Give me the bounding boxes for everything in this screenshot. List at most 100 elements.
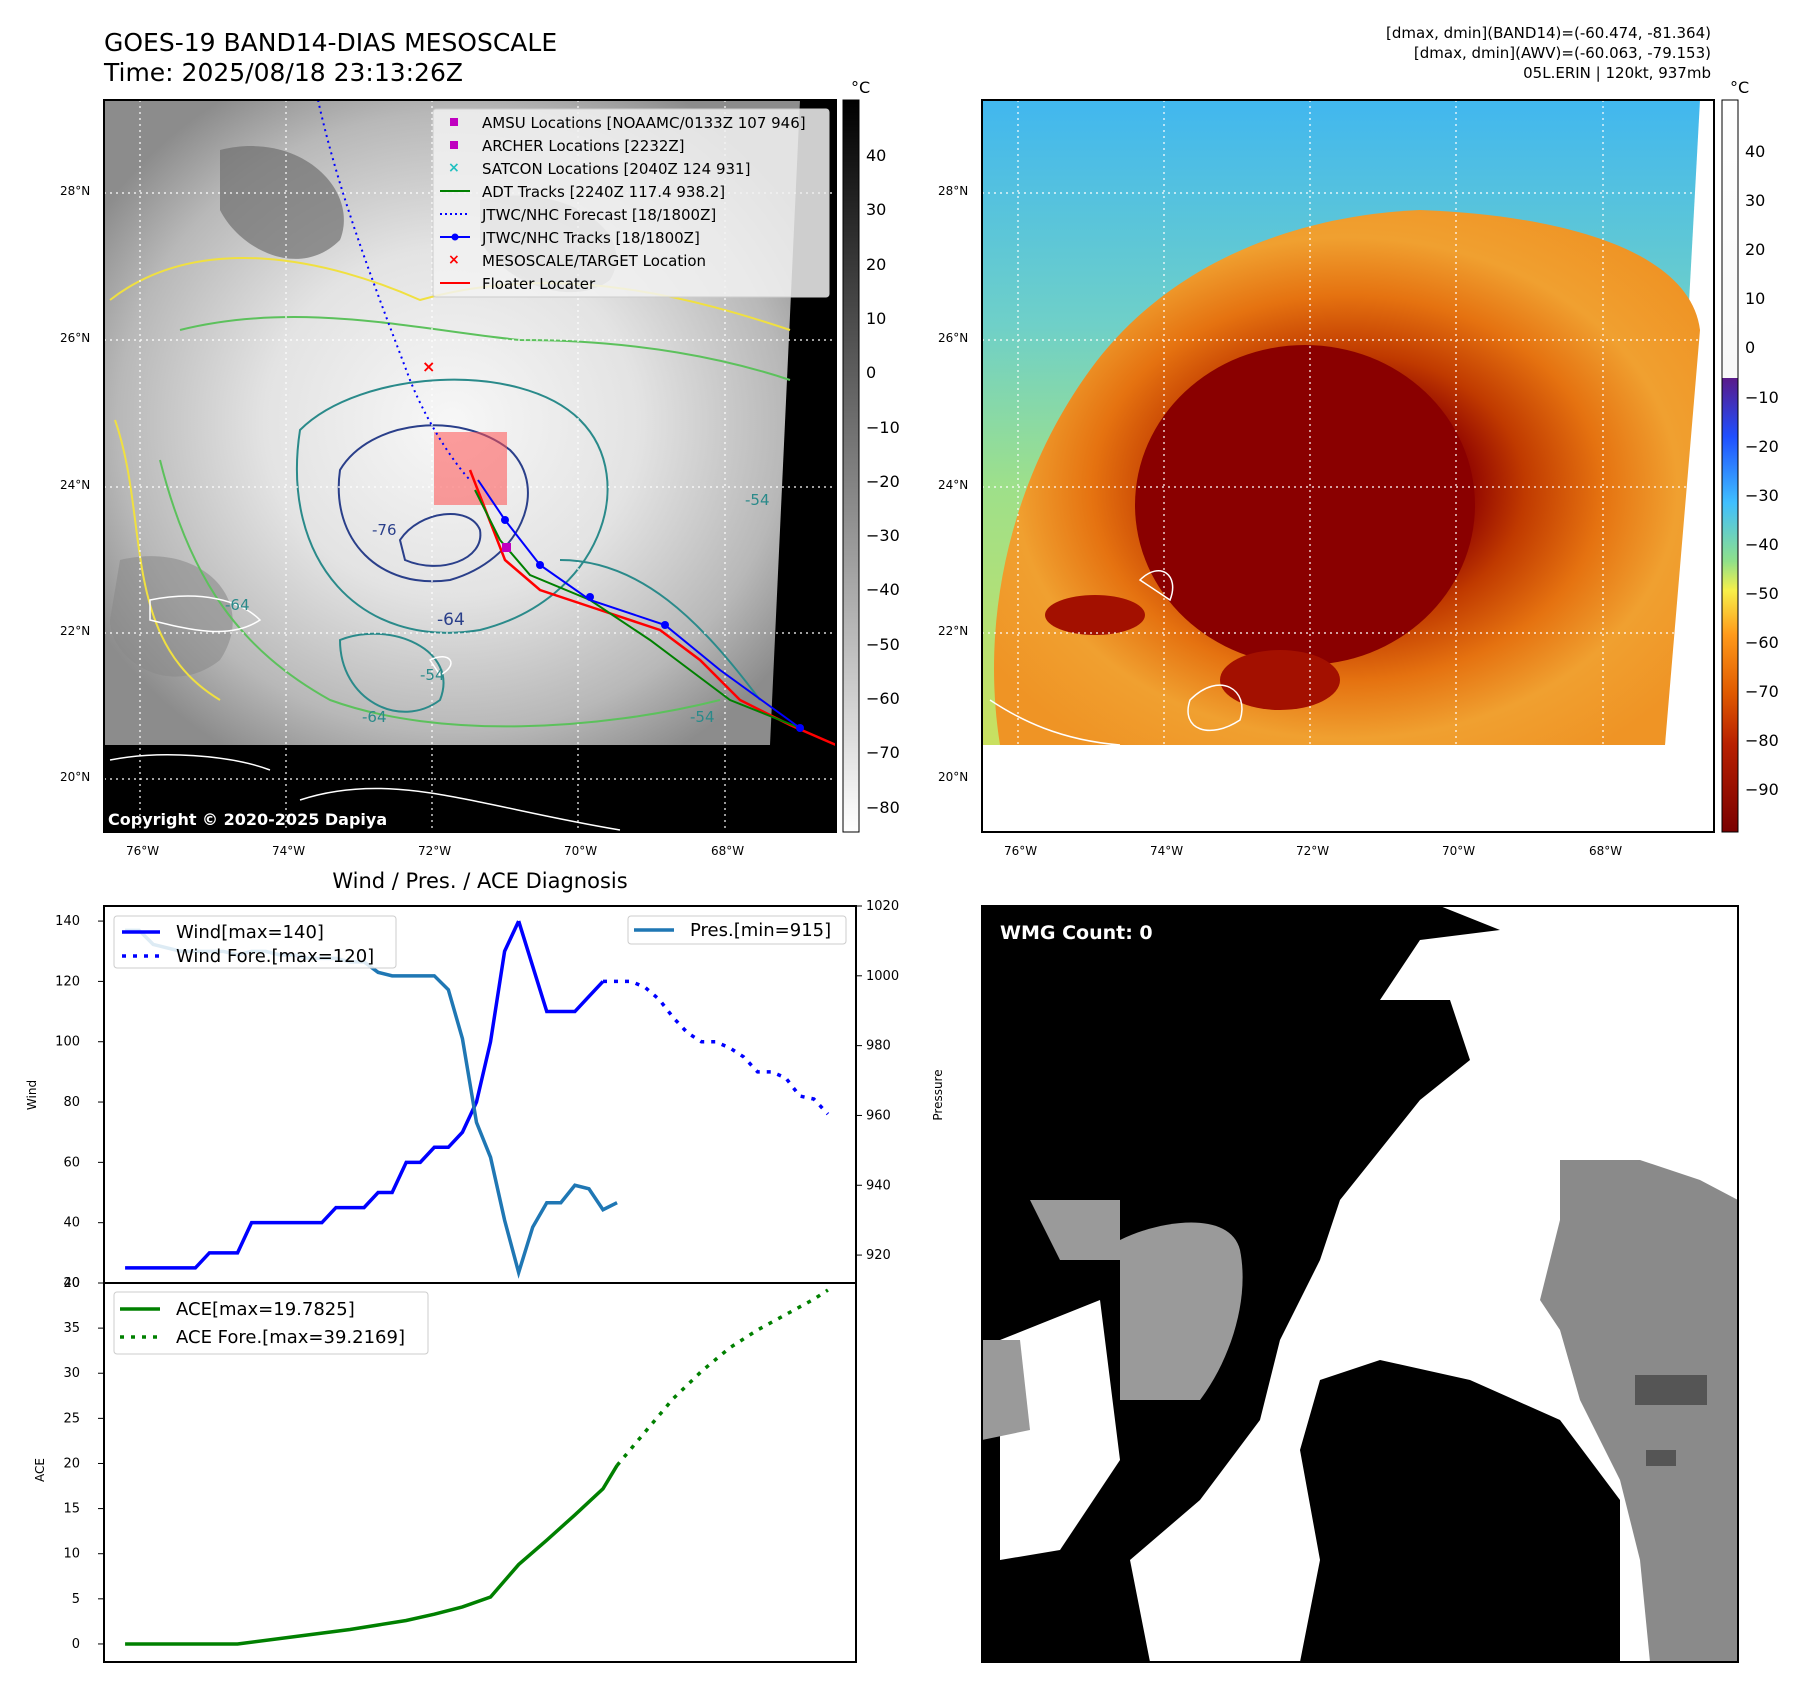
colorbar-tick-label: 30 <box>1745 191 1766 211</box>
colorbar-left <box>842 99 860 833</box>
wind-ytick-label: 120 <box>55 974 80 989</box>
pressure-legend-box <box>627 915 847 945</box>
legend-label: SATCON Locations [2040Z 124 931] <box>482 160 750 178</box>
colorbar-tick-label: −50 <box>1745 583 1779 603</box>
series-line-0 <box>125 920 521 1270</box>
wmg-panel <box>981 905 1739 1663</box>
wmg-region-gray <box>982 1340 1030 1440</box>
colorbar-tick-label: −10 <box>1745 387 1779 407</box>
info-line1: [dmax, dmin](BAND14)=(-60.474, -81.364) <box>1386 24 1711 42</box>
track-point <box>796 724 804 732</box>
ace-ytick-label: 0 <box>72 1637 80 1652</box>
legend-marker-satcon: × <box>448 160 460 176</box>
wind-ytick-label: 40 <box>63 1216 80 1231</box>
legend-label: ARCHER Locations [2232Z] <box>482 137 685 155</box>
ace-ytick-label: 5 <box>72 1592 80 1607</box>
graticule <box>982 100 1714 832</box>
wmg-region-white <box>1000 1300 1120 1560</box>
contour-line <box>559 559 761 701</box>
ace-ytick-label: 15 <box>63 1502 80 1517</box>
legend-label: Pres.[min=915] <box>690 920 831 941</box>
awv-patch <box>1220 650 1340 710</box>
floater-box <box>434 432 507 505</box>
colorbar-tick-label: 0 <box>866 363 877 383</box>
figure-title-line2: Time: 2025/08/18 23:13:26Z <box>104 58 463 87</box>
colorbar-tick-label: −60 <box>866 689 900 708</box>
coastline <box>428 655 452 676</box>
colorbar-tick-label: 20 <box>866 254 887 274</box>
wmg-region-gray <box>1120 1222 1243 1400</box>
colorbar-tick-label: 30 <box>866 200 887 220</box>
colorbar-tick-label: −90 <box>1745 780 1779 800</box>
colorbar-tick-label: −40 <box>866 580 900 600</box>
legend-marker-target: × <box>448 252 460 268</box>
wind-pressure-chart: Wind / Pres. / ACE Diagnosis204060801001… <box>25 869 945 1291</box>
colorbar-tick-label: 40 <box>866 146 887 165</box>
legend-label: Wind Fore.[max=120] <box>176 946 374 967</box>
pressure-ytick-label: 940 <box>866 1178 891 1193</box>
colorbar-tick-label: −70 <box>1745 682 1779 702</box>
legend-label: JTWC/NHC Forecast [18/1800Z] <box>481 206 716 224</box>
ace-ytick-label: 25 <box>63 1411 80 1426</box>
colorbar-tick-label: −20 <box>1745 436 1779 456</box>
wind-ytick-label: 140 <box>55 914 80 929</box>
colorbar-tick-label: −50 <box>866 634 900 654</box>
colorbar-tick-label: −40 <box>1745 534 1779 554</box>
pressure-ytick-label: 1000 <box>866 969 899 984</box>
forecast-track <box>317 100 471 481</box>
awv-map <box>982 100 1714 832</box>
colorbar-tick-label: −30 <box>866 526 900 546</box>
wmg-region-dark <box>1635 1375 1707 1405</box>
track-point <box>536 561 544 569</box>
wmg-region-white <box>1130 906 1738 1662</box>
contour-line <box>338 632 445 713</box>
contour-label: -76 <box>372 521 397 539</box>
contour-label: -54 <box>420 666 445 684</box>
wmg-region-dark <box>1646 1450 1676 1466</box>
ace-ytick-label: 35 <box>63 1321 80 1336</box>
contour-label: -54 <box>745 491 770 509</box>
track-point <box>586 593 594 601</box>
wmg-region-gray <box>1030 1200 1120 1260</box>
colorbar-tick-label: 10 <box>1745 289 1766 309</box>
wind-ylabel: Wind <box>25 1080 39 1110</box>
contour-label: -54 <box>690 708 715 726</box>
colorbar-tick-label: 20 <box>1745 240 1766 260</box>
coastline <box>989 699 1121 746</box>
awv-patch <box>1045 595 1145 635</box>
contour-line <box>159 459 721 728</box>
colorbar-tick-label: −70 <box>866 743 900 763</box>
wind-ytick-label: 80 <box>63 1095 80 1110</box>
legend-label: Floater Locater <box>482 275 596 293</box>
colorbar-tick-label: 10 <box>866 308 887 328</box>
legend-label: ADT Tracks [2240Z 117.4 938.2] <box>482 183 725 201</box>
cloud-patch <box>110 556 233 677</box>
legend-label: JTWC/NHC Tracks [18/1800Z] <box>481 229 700 247</box>
figure-title-line1: GOES-19 BAND14-DIAS MESOSCALE <box>104 28 558 57</box>
coastline <box>1138 569 1174 602</box>
contour-line <box>398 513 482 567</box>
legend-marker-archer <box>450 141 458 149</box>
ace-series-line-0 <box>125 1464 619 1646</box>
coastline <box>109 754 271 771</box>
legend-label: AMSU Locations [NOAAMC/0133Z 107 946] <box>482 114 806 132</box>
contour-line <box>109 257 791 331</box>
contour-line <box>114 419 221 701</box>
colorbar-tick-label: −10 <box>866 417 900 437</box>
ace-series-line-1 <box>615 1288 829 1467</box>
coastline <box>1187 684 1243 731</box>
ace-legend-box <box>113 1291 429 1355</box>
track-point <box>661 621 669 629</box>
contour-label: -64 <box>225 596 250 614</box>
cloud-patch <box>220 146 344 259</box>
series-line-1 <box>516 920 605 1014</box>
map-legend: × × AMSU Locations [NOAAMC/0133Z 107 946… <box>432 108 830 298</box>
pressure-ytick-label: 1020 <box>866 899 899 914</box>
colorbar-right <box>1721 99 1739 833</box>
pressure-ylabel: Pressure <box>931 1069 945 1120</box>
contour-label: -64 <box>362 708 387 726</box>
legend-label: ACE[max=19.7825] <box>176 1299 355 1320</box>
coastline <box>299 787 621 831</box>
pressure-ytick-label: 920 <box>866 1248 891 1263</box>
